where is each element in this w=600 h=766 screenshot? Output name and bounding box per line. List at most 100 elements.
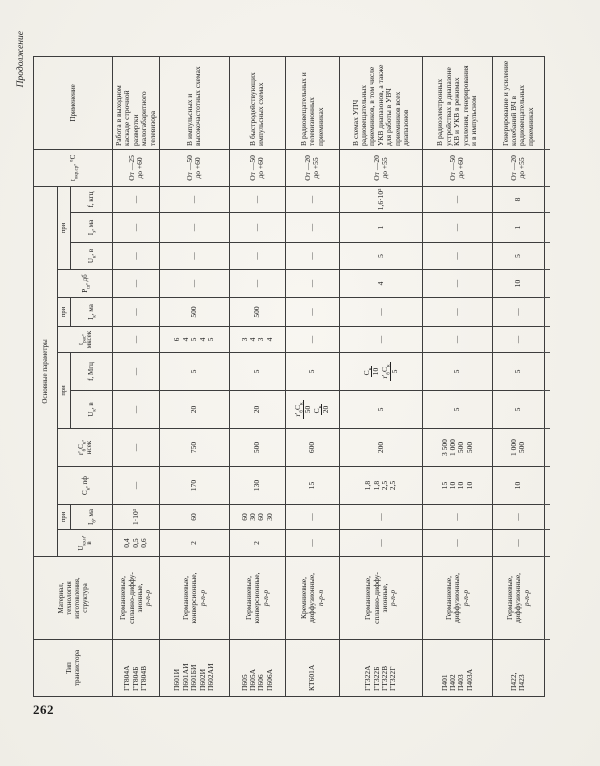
grid-tick <box>542 556 550 557</box>
cell-u_ken: — <box>285 529 340 557</box>
cell-f_mhz: — <box>112 352 160 391</box>
continuation-label: Продолжение <box>16 31 26 88</box>
grid-tick <box>542 149 550 150</box>
cell-rbck: 750 <box>159 428 230 467</box>
cell-p_sh: — <box>112 269 160 298</box>
cell-rbck: 1 000 500 <box>492 428 545 467</box>
cell-u_k1: — <box>112 390 160 429</box>
grid-tick <box>542 352 550 353</box>
cell-f_mhz: 5 <box>285 352 340 391</box>
cell-material: Германиевые, диффузионные, p-n-p <box>422 556 493 640</box>
cell-t_okr: От —50 до +60 <box>159 149 230 187</box>
cell-c_k: 130 <box>229 466 286 505</box>
col-header-uk2: Uк, в <box>70 242 113 270</box>
cell-i_b: 60 30 60 30 <box>229 504 286 530</box>
cell-i_e: — <box>422 212 493 243</box>
table-body: ГТ804А ГТ804Б ГТ804В Германиевые, сплавно-ди… <box>112 56 545 697</box>
cell-p_sh: 4 <box>339 269 423 298</box>
table-row: ГТ322А ГТ322Б ГТ322В ГТ322Г Германиевые, спла… <box>339 56 423 697</box>
grid-tick <box>542 639 550 640</box>
cell-c_k: 15 10 10 10 <box>422 466 493 505</box>
grid-tick <box>542 529 550 530</box>
cell-t_ras: — <box>285 326 340 353</box>
cell-t_okr: От —20 до +55 <box>285 149 340 187</box>
cell-f_mhz: 5 <box>229 352 286 391</box>
col-header-ik: Iк, ма <box>70 297 113 327</box>
grid-tick <box>542 326 550 327</box>
cell-t_okr: От —20 до +55 <box>492 149 545 187</box>
cell-types: П601И П601АИ П601БИ П602И П602АИ <box>159 639 230 697</box>
cell-u_ken: 2 <box>229 529 286 557</box>
col-header-ambient-temp: tокр.ср, °С <box>33 149 113 187</box>
cell-p_sh: 10 <box>492 269 545 298</box>
cell-app: В быстродействующих импульсных схемах <box>229 56 286 150</box>
cell-i_b: 1·10³ <box>112 504 160 530</box>
cell-u_k2: — <box>159 242 230 270</box>
table-row: ГТ804А ГТ804Б ГТ804В Германиевые, сплавно-ди… <box>112 56 160 697</box>
cell-t_ras: — <box>339 326 423 353</box>
cell-u_k1: r'бCк 50 Cк 20 <box>285 390 340 429</box>
cell-types: П401 П402 П403 П403А <box>422 639 493 697</box>
cell-u_ken: 0,4 0,5 0,6 <box>112 529 160 557</box>
cell-i_k: — <box>285 297 340 327</box>
cell-u_k2: — <box>422 242 493 270</box>
rotated-table-area: Продолжение Тип транзистора Материал, техн… <box>16 31 550 697</box>
grid-tick <box>542 269 550 270</box>
cell-i_e: — <box>112 212 160 243</box>
cell-i_e: — <box>285 212 340 243</box>
cell-u_k1: 20 <box>229 390 286 429</box>
cell-c_k: 1,8 1,8 2,5 2,5 <box>339 466 423 505</box>
cell-app: Генерирование и усиление колебаний ВЧ в … <box>492 56 545 150</box>
cell-app: В схемах УПЧ радиовещательных приемников… <box>339 56 423 150</box>
cell-f_mhz: Cк 10 r'бCк 5 <box>339 352 423 391</box>
grid-tick <box>542 242 550 243</box>
cell-t_okr: От —50 до +60 <box>229 149 286 187</box>
cell-f_khz: — <box>159 186 230 213</box>
cell-f_khz: — <box>112 186 160 213</box>
cell-app: Работа в выходном каскаде строчной разве… <box>112 56 160 150</box>
cell-t_ras: — <box>112 326 160 353</box>
cell-app: В импульсных и высокочастотных схемах <box>159 56 230 150</box>
cell-u_ken: — <box>422 529 493 557</box>
cell-u_k1: 20 <box>159 390 230 429</box>
table-row: П401 П402 П403 П403А Германиевые, диффузионны… <box>422 56 493 697</box>
col-header-ib: Iб, ма <box>70 504 113 530</box>
cell-p_sh: — <box>285 269 340 298</box>
grid-tick <box>542 212 550 213</box>
cell-i_e: 1 <box>339 212 423 243</box>
cell-app: В радиоэлектронных устройствах в диапазо… <box>422 56 493 150</box>
cell-p_sh: — <box>229 269 286 298</box>
cell-u_k1: 5 <box>492 390 545 429</box>
cell-material: Германиевые, сплавно-диффу-зионные, p-n-p <box>112 556 160 640</box>
cell-material: Германиевые, сплавно-диффу-зионные, p-n-p <box>339 556 423 640</box>
grid-tick <box>542 466 550 467</box>
cell-u_k2: 5 <box>492 242 545 270</box>
cell-material: Германиевые, конверсионные, p-n-p <box>159 556 230 640</box>
cell-u_ken: — <box>492 529 545 557</box>
table-header: Тип транзистора Материал, технология изгото… <box>33 56 113 697</box>
col-header-f-khz: f, кгц <box>70 186 113 213</box>
table-row: П605 П605А П606 П606А Германиевые, конверсион… <box>229 56 286 697</box>
table-row: КТ601А Кремниевые, диффузионные, n-p-n — —15 6… <box>285 56 340 697</box>
cell-i_k: — <box>112 297 160 327</box>
cell-p_sh: — <box>159 269 230 298</box>
col-header-f-mhz: f, Мгц <box>70 352 113 391</box>
cell-i_b: 60 <box>159 504 230 530</box>
cell-i_b: — <box>339 504 423 530</box>
cell-types: ГТ804А ГТ804Б ГТ804В <box>112 639 160 697</box>
cell-p_sh: — <box>422 269 493 298</box>
col-header-ie: Iэ, ма <box>70 212 113 243</box>
cell-material: Германиевые, конверсионные, p-n-p <box>229 556 286 640</box>
cell-types: КТ601А <box>285 639 340 697</box>
col-header-uk1: Uк, в <box>70 390 113 429</box>
cell-types: П605 П605А П606 П606А <box>229 639 286 697</box>
cell-u_k2: 5 <box>339 242 423 270</box>
cell-i_e: — <box>159 212 230 243</box>
grid-tick <box>542 390 550 391</box>
cell-i_e: — <box>229 212 286 243</box>
cell-i_e: 1 <box>492 212 545 243</box>
cell-i_k: — <box>422 297 493 327</box>
cell-types: П422, П423 <box>492 639 545 697</box>
